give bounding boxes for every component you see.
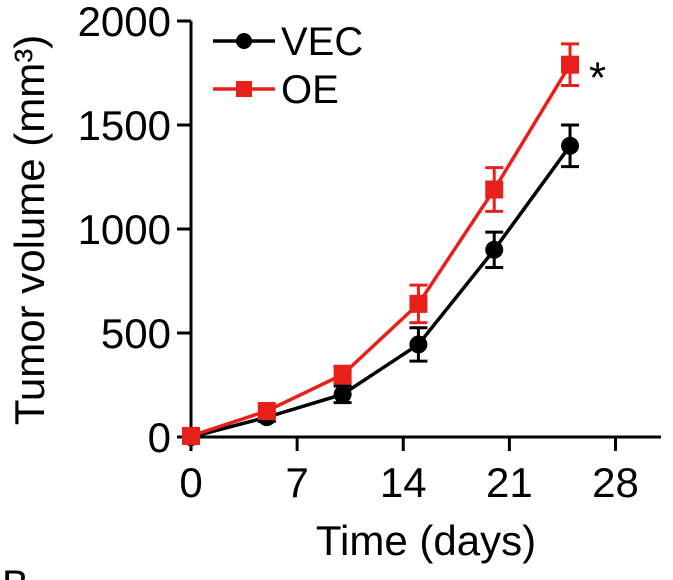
x-tick-label: 28 [592,459,639,506]
y-tick-label: 1500 [78,102,171,149]
data-point [409,335,428,354]
data-point [485,240,504,259]
significance-asterisk: * [589,54,606,103]
annotations: * [589,54,606,103]
y-tick-label: 500 [101,310,171,357]
y-tick-label: 1000 [78,206,171,253]
data-point [485,180,504,199]
data-point [333,365,352,384]
data-point [561,55,580,74]
x-tick-label: 14 [380,459,427,506]
legend-marker [236,33,252,49]
x-tick-label: 21 [486,459,533,506]
x-tick-label: 0 [179,459,202,506]
panel-label: B [2,563,29,580]
y-tick-label: 0 [148,414,171,461]
series-line-vec [190,144,572,439]
y-axis-title: Tumor volume (mm³) [6,35,53,425]
y-tick-label: 2000 [78,0,171,45]
x-ticks: 0 7 14 21 28 [179,437,639,506]
legend-marker [236,81,252,97]
data-point [409,294,428,313]
series-vec [182,123,580,446]
data-point [257,402,276,420]
legend-item-vec: VEC [213,20,363,64]
y-ticks: 0 500 1000 1500 2000 [78,0,191,461]
x-axis-title: Time (days) [316,517,536,564]
series-line-oe [190,63,572,438]
series-oe [182,42,580,445]
series-layer [182,42,580,446]
data-point [182,426,200,445]
legend-label: OE [281,68,339,112]
legend-item-oe: OE [213,68,339,112]
data-point [333,385,352,404]
data-point [561,136,580,155]
x-tick-label: 7 [285,459,308,506]
legend-label: VEC [281,20,363,64]
